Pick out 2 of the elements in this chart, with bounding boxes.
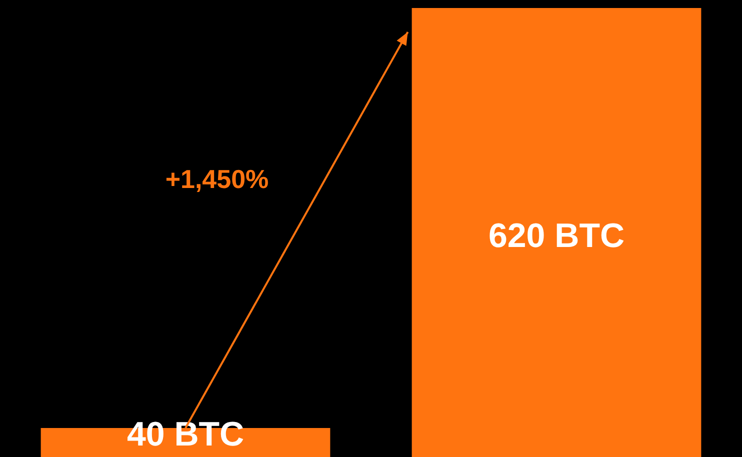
data-label: 620 BTC	[488, 216, 625, 255]
annotation: +1,450%	[165, 164, 269, 194]
